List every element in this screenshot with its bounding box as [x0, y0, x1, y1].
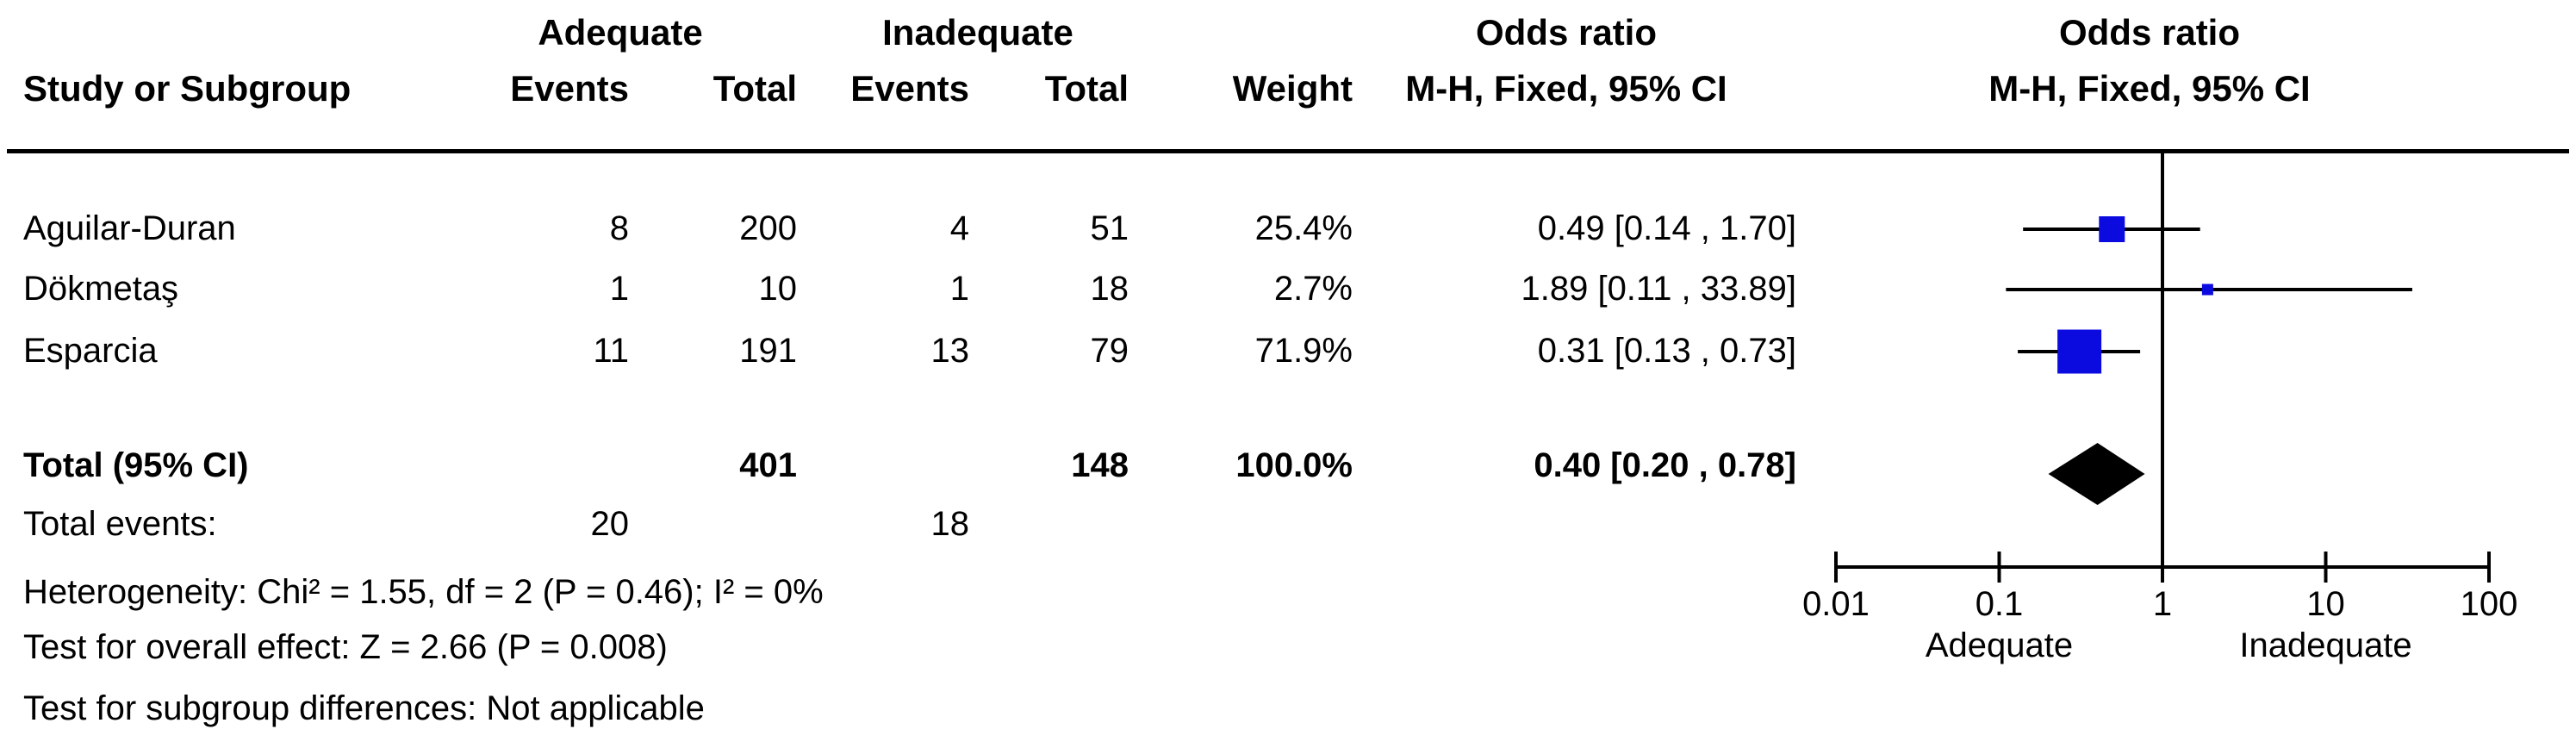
events-adequate-value: 8 [609, 209, 629, 247]
total-events-label: Total events: [23, 505, 217, 543]
total-row-odds-ratio: 0.40 [0.20 , 0.78] [1534, 446, 1796, 484]
total-adequate-value: 200 [739, 209, 797, 247]
study-name: Esparcia [23, 332, 158, 370]
study-name: Aguilar-Duran [23, 209, 236, 247]
group-header-adequate: Adequate [538, 12, 703, 53]
total-row-weight: 100.0% [1235, 446, 1353, 484]
events-adequate-value: 11 [593, 332, 629, 370]
column-header-total-inadequate: Total [1044, 68, 1129, 109]
odds-ratio-value: 0.31 [0.13 , 0.73] [1537, 332, 1796, 370]
weight-value: 71.9% [1254, 332, 1353, 370]
effect-square [2201, 284, 2213, 296]
column-header-mh-fixed-left: M-H, Fixed, 95% CI [1405, 68, 1727, 109]
total-events-adequate: 20 [590, 505, 630, 543]
subgroup-difference-stat: Test for subgroup differences: Not appli… [23, 689, 705, 727]
effect-square [2099, 216, 2125, 242]
odds-ratio-value: 1.89 [0.11 , 33.89] [1521, 270, 1796, 308]
x-axis-tick-label: 100 [2461, 585, 2518, 623]
events-inadequate-value: 4 [949, 209, 969, 247]
column-header-weight: Weight [1232, 68, 1353, 109]
odds-ratio-value: 0.49 [0.14 , 1.70] [1537, 209, 1796, 247]
weight-value: 2.7% [1273, 270, 1353, 308]
column-header-mh-fixed-right: M-H, Fixed, 95% CI [1988, 68, 2311, 109]
total-inadequate-value: 51 [1090, 209, 1129, 247]
total-row-total-inadequate: 148 [1071, 446, 1129, 484]
total-diamond [2048, 443, 2145, 505]
x-axis-tick-label: 10 [2306, 585, 2345, 623]
x-axis-tick-label: 0.1 [1976, 585, 2024, 623]
column-group-odds-ratio-right: Odds ratio [2058, 12, 2241, 53]
weight-value: 25.4% [1254, 209, 1353, 247]
header-divider-line [7, 149, 2569, 153]
total-events-inadequate: 18 [930, 505, 970, 543]
favours-left-label: Adequate [1926, 626, 2073, 664]
column-header-events-adequate: Events [510, 68, 629, 109]
x-axis-tick-label: 0.01 [1802, 585, 1870, 623]
total-inadequate-value: 18 [1090, 270, 1129, 308]
group-header-inadequate: Inadequate [882, 12, 1073, 53]
overall-effect-stat: Test for overall effect: Z = 2.66 (P = 0… [23, 628, 668, 666]
column-header-events-inadequate: Events [850, 68, 969, 109]
total-row-total-adequate: 401 [739, 446, 797, 484]
column-group-odds-ratio-left: Odds ratio [1475, 12, 1658, 53]
column-header-study: Study or Subgroup [23, 68, 352, 109]
events-adequate-value: 1 [609, 270, 629, 308]
total-adequate-value: 191 [739, 332, 797, 370]
column-header-total-adequate: Total [712, 68, 797, 109]
total-row-label: Total (95% CI) [23, 446, 249, 484]
events-inadequate-value: 1 [949, 270, 969, 308]
x-axis-tick-label: 1 [2153, 585, 2172, 623]
effect-square [2057, 329, 2102, 374]
heterogeneity-stat: Heterogeneity: Chi² = 1.55, df = 2 (P = … [23, 573, 824, 611]
events-inadequate-value: 13 [930, 332, 970, 370]
total-adequate-value: 10 [758, 270, 798, 308]
study-name: Dökmetaş [23, 270, 179, 308]
total-inadequate-value: 79 [1090, 332, 1129, 370]
favours-right-label: Inadequate [2239, 626, 2411, 664]
